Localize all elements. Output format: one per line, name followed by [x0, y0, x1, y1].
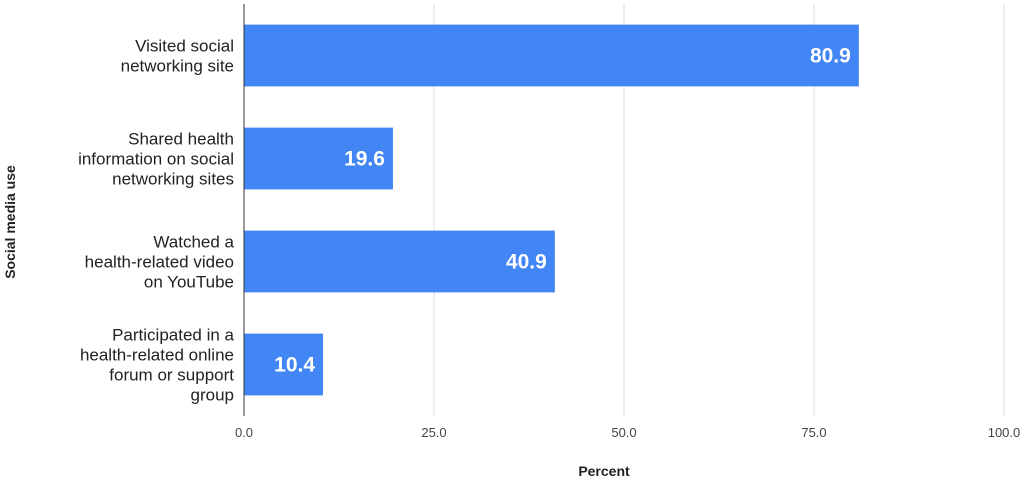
x-tick-label: 75.0	[801, 425, 826, 440]
data-label: 40.9	[506, 251, 547, 274]
x-tick-label: 50.0	[611, 425, 636, 440]
data-label: 10.4	[274, 354, 315, 377]
y-axis-title: Social media use	[2, 165, 18, 279]
bar	[244, 333, 324, 396]
bar	[244, 230, 555, 293]
x-tick-label: 100.0	[988, 425, 1021, 440]
x-tick-labels: 0.0 25.0 50.0 75.0 100.0	[235, 425, 1020, 440]
x-tick-label: 0.0	[235, 425, 253, 440]
data-label: 80.9	[810, 45, 851, 68]
bars: 80.9 19.6 40.9 10.4	[244, 24, 859, 396]
bar	[244, 24, 859, 87]
data-label: 19.6	[344, 148, 385, 171]
category-label: Visited social networking site	[121, 37, 234, 76]
category-label: Watched a health-related video on YouTube	[85, 233, 235, 292]
x-tick-label: 25.0	[421, 425, 446, 440]
category-label: Shared health information on social networ…	[78, 130, 234, 189]
category-labels: Visited social networking site Shared heal…	[78, 37, 234, 405]
bar	[244, 127, 393, 190]
x-axis-title: Percent	[578, 463, 630, 479]
category-label: Participated in a health-related online fo…	[80, 326, 235, 405]
